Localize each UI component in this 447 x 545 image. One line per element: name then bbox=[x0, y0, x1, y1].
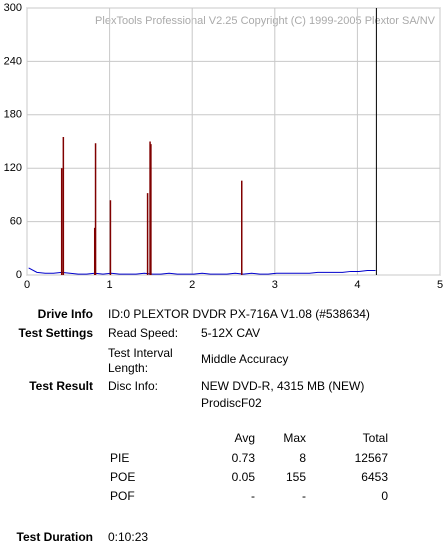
y-tick-label: 240 bbox=[4, 55, 22, 67]
chart: PlexTools Professional V2.25 Copyright (… bbox=[4, 2, 443, 291]
value: ID:0 PLEXTOR DVDR PX-716A V1.08 (#538634… bbox=[108, 307, 370, 321]
x-tick-label: 4 bbox=[354, 279, 360, 291]
x-tick-label: 2 bbox=[189, 279, 195, 291]
cell: 6453 bbox=[361, 470, 388, 484]
label: Drive Info bbox=[37, 307, 93, 321]
value-label: Test Interval bbox=[108, 346, 173, 360]
label: Test Duration bbox=[16, 530, 93, 544]
value: 0:10:23 bbox=[108, 530, 149, 544]
value: ProdiscF02 bbox=[201, 396, 262, 410]
label: Test Result bbox=[29, 379, 93, 393]
watermark: PlexTools Professional V2.25 Copyright (… bbox=[95, 15, 436, 27]
cell: 0.05 bbox=[231, 470, 255, 484]
cell: 0 bbox=[381, 489, 388, 503]
value: 5-12X CAV bbox=[201, 326, 261, 340]
cell: 8 bbox=[299, 451, 306, 465]
x-tick-label: 3 bbox=[272, 279, 278, 291]
value-label: Disc Info: bbox=[108, 379, 159, 393]
pie-line bbox=[28, 267, 376, 275]
x-tick-label: 1 bbox=[107, 279, 113, 291]
cell: - bbox=[251, 489, 255, 503]
row-label: POE bbox=[110, 470, 136, 484]
column-header: Avg bbox=[234, 431, 255, 445]
cell: - bbox=[302, 489, 306, 503]
value-label: Read Speed: bbox=[108, 326, 179, 340]
y-tick-label: 60 bbox=[10, 216, 22, 228]
x-tick-label: 5 bbox=[437, 279, 443, 291]
y-tick-label: 120 bbox=[4, 162, 22, 174]
y-tick-label: 0 bbox=[16, 269, 22, 281]
cell: 12567 bbox=[354, 451, 388, 465]
y-tick-label: 180 bbox=[4, 109, 22, 121]
column-header: Total bbox=[362, 431, 388, 445]
y-tick-label: 300 bbox=[4, 2, 22, 14]
label: Test Settings bbox=[18, 326, 93, 340]
row-label: PIE bbox=[110, 451, 130, 465]
cell: 0.73 bbox=[231, 451, 255, 465]
value-label: Length: bbox=[108, 361, 149, 375]
value: NEW DVD-R, 4315 MB (NEW) bbox=[201, 379, 365, 393]
value: Middle Accuracy bbox=[201, 352, 289, 366]
x-tick-label: 0 bbox=[24, 279, 30, 291]
row-label: POF bbox=[110, 489, 135, 503]
column-header: Max bbox=[283, 431, 306, 445]
cell: 155 bbox=[285, 470, 306, 484]
plot-area bbox=[26, 7, 441, 276]
